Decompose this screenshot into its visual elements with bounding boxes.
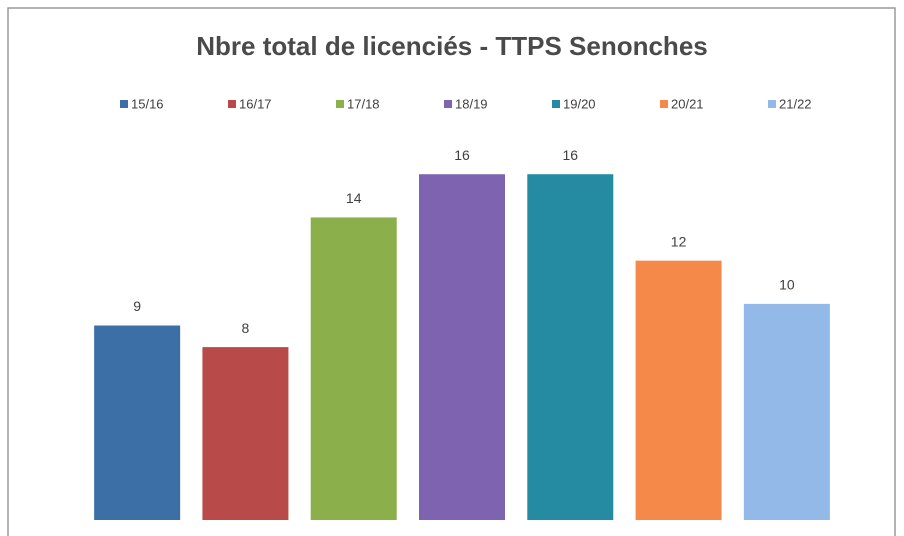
bar xyxy=(419,174,505,520)
data-label: 12 xyxy=(671,233,687,249)
legend-swatch xyxy=(444,100,452,108)
bar xyxy=(743,303,830,520)
bar xyxy=(310,217,397,520)
legend-swatch xyxy=(120,100,128,108)
legend-swatch xyxy=(660,100,668,108)
legend-swatch xyxy=(228,100,236,108)
data-label: 8 xyxy=(242,320,250,336)
legend-swatch xyxy=(336,100,344,108)
data-label: 14 xyxy=(346,190,362,206)
legend-swatch xyxy=(768,100,776,108)
legend-label: 17/18 xyxy=(347,96,380,111)
data-label: 16 xyxy=(562,147,578,163)
data-label: 16 xyxy=(454,147,470,163)
data-label: 9 xyxy=(133,298,141,314)
bar xyxy=(94,325,181,520)
legend-label: 20/21 xyxy=(671,96,704,111)
bar xyxy=(635,260,722,520)
data-label: 10 xyxy=(779,277,795,293)
bar xyxy=(202,347,289,520)
legend-label: 21/22 xyxy=(779,96,812,111)
chart-title: Nbre total de licenciés - TTPS Senonches xyxy=(196,31,707,61)
legend-label: 18/19 xyxy=(455,96,488,111)
legend-label: 16/17 xyxy=(239,96,272,111)
legend-swatch xyxy=(552,100,560,108)
legend-label: 15/16 xyxy=(131,96,164,111)
legend-label: 19/20 xyxy=(563,96,596,111)
bar xyxy=(527,174,614,520)
